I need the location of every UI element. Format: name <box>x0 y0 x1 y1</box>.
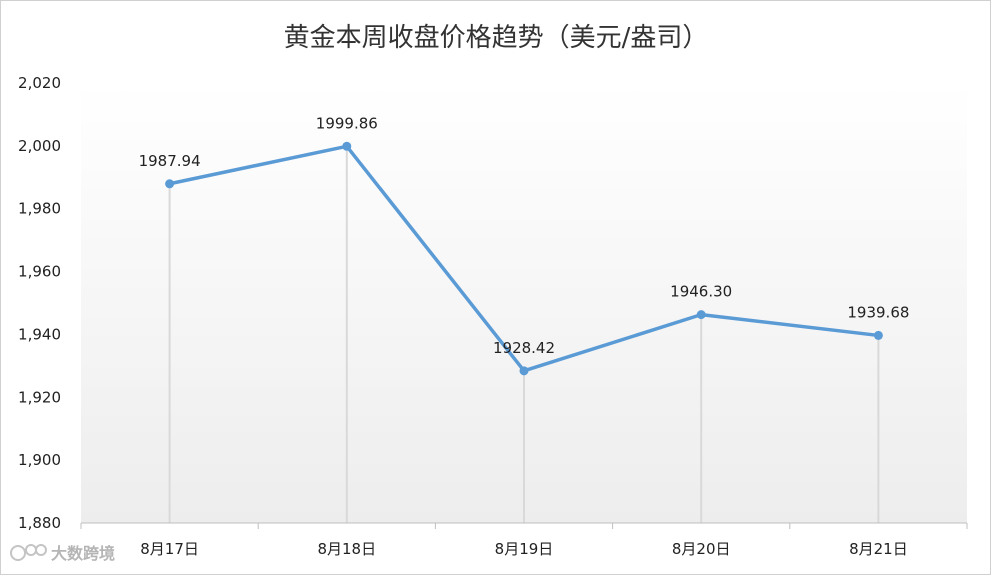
x-axis-ticks <box>80 523 968 529</box>
x-tick-label: 8月19日 <box>495 540 554 558</box>
y-tick-label: 1,900 <box>18 451 61 469</box>
y-tick-label: 1,960 <box>18 263 61 281</box>
watermark-text: 大数跨境 <box>51 544 115 563</box>
data-point <box>165 179 175 189</box>
data-label: 1928.42 <box>493 339 555 357</box>
drop-lines <box>168 146 880 523</box>
data-point <box>696 310 706 320</box>
x-tick-label: 8月20日 <box>672 540 731 558</box>
x-tick-label: 8月17日 <box>140 540 199 558</box>
y-tick-label: 1,920 <box>18 388 61 406</box>
watermark: 大数跨境 <box>10 544 115 563</box>
data-label: 1939.68 <box>847 303 909 321</box>
series-group <box>165 141 883 376</box>
chart-title: 黄金本周收盘价格趋势（美元/盎司） <box>284 23 709 53</box>
data-point <box>519 366 529 376</box>
y-tick-label: 1,980 <box>18 200 61 218</box>
y-tick-label: 1,880 <box>18 514 61 532</box>
logo-icon <box>10 544 47 561</box>
data-label: 1999.86 <box>316 114 378 132</box>
y-tick-label: 2,020 <box>18 74 61 92</box>
y-axis-tick-labels: 1,880 1,900 1,920 1,940 1,960 1,980 2,000 2,020 <box>18 74 61 532</box>
data-label: 1987.94 <box>139 152 201 170</box>
y-tick-label: 1,940 <box>18 325 61 343</box>
x-tick-label: 8月18日 <box>317 540 376 558</box>
data-labels: 1987.94 1999.86 1928.42 1946.30 1939.68 <box>139 114 910 357</box>
data-point <box>873 330 883 340</box>
data-label: 1946.30 <box>670 283 732 301</box>
data-point <box>342 141 352 151</box>
x-axis-tick-labels: 8月17日 8月18日 8月19日 8月20日 8月21日 <box>140 540 907 558</box>
y-tick-label: 2,000 <box>18 137 61 155</box>
x-tick-label: 8月21日 <box>849 540 908 558</box>
